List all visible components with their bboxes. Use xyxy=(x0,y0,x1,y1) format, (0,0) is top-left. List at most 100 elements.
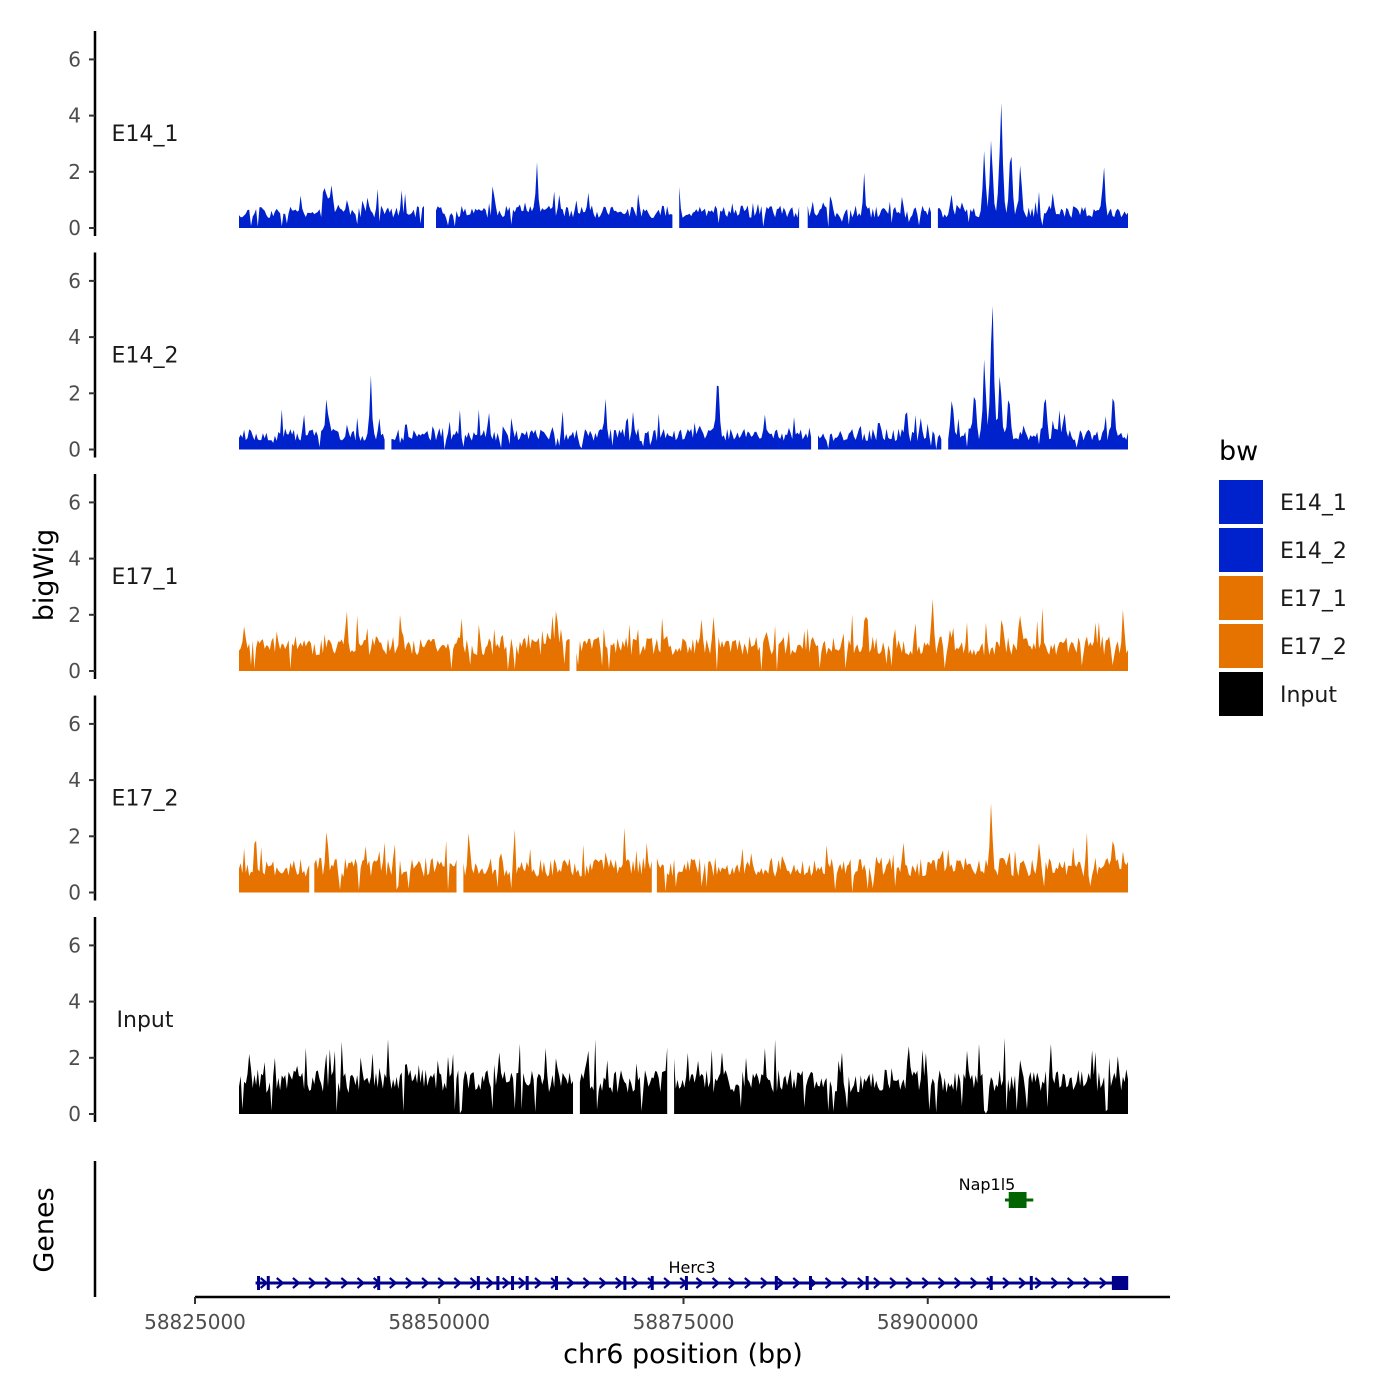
x-axis: 58825000 58850000 58875000 58900000 xyxy=(144,1295,1170,1334)
gene-label: Nap1l5 xyxy=(959,1175,1016,1194)
y-tick-label: 2 xyxy=(68,381,81,405)
signal-area xyxy=(239,598,1128,671)
strand-chevron xyxy=(292,1277,301,1289)
strand-chevron xyxy=(711,1277,721,1289)
track-label: E17_1 xyxy=(112,565,179,590)
track-label: Input xyxy=(117,1008,174,1033)
y-tick-label: 0 xyxy=(68,659,81,683)
track-e17-2: 0 2 4 6 E17_2 xyxy=(68,695,1128,905)
y-tick-label: 0 xyxy=(68,438,81,462)
strand-chevron xyxy=(760,1277,769,1289)
y-tick-label: 6 xyxy=(68,490,81,514)
strand-chevron xyxy=(921,1277,931,1289)
legend-label: E14_1 xyxy=(1280,491,1347,516)
legend-title: bw xyxy=(1219,436,1258,467)
strand-chevron xyxy=(1050,1277,1060,1289)
strand-chevron xyxy=(308,1277,317,1289)
strand-chevron xyxy=(647,1277,656,1289)
y-tick-label: 2 xyxy=(68,1046,81,1070)
strand-chevron xyxy=(937,1277,947,1289)
y-tick-label: 2 xyxy=(68,160,81,184)
strand-chevron xyxy=(598,1277,608,1289)
y-tick-label: 0 xyxy=(68,216,81,240)
strand-chevron xyxy=(840,1277,850,1289)
strand-chevron xyxy=(437,1277,446,1289)
strand-chevron xyxy=(1099,1277,1108,1289)
strand-chevron xyxy=(389,1277,398,1289)
exon xyxy=(1008,1192,1019,1208)
exon xyxy=(650,1276,654,1290)
track-e17-1: 0 2 4 6 E17_1 xyxy=(68,474,1128,683)
exon xyxy=(1016,1192,1027,1208)
y-tick-label: 4 xyxy=(68,325,81,349)
y-tick-label: 6 xyxy=(68,933,81,957)
strand-chevron xyxy=(953,1277,963,1289)
legend-label: Input xyxy=(1280,683,1337,708)
track-label: E14_2 xyxy=(112,344,179,369)
y-tick-label: 2 xyxy=(68,824,81,848)
legend: bw E14_1 E14_2 E17_1 E17_2 Input xyxy=(1219,436,1347,716)
strand-chevron xyxy=(1018,1277,1027,1289)
strand-chevron xyxy=(518,1277,527,1289)
strand-chevron xyxy=(276,1277,285,1289)
strand-chevron xyxy=(534,1277,543,1289)
signal-area xyxy=(239,1037,1128,1114)
exon xyxy=(989,1276,993,1290)
legend-label: E14_2 xyxy=(1280,539,1347,564)
strand-chevron xyxy=(776,1277,785,1289)
strand-chevron xyxy=(614,1277,624,1289)
strand-chevron xyxy=(970,1277,979,1289)
exon xyxy=(496,1276,500,1290)
x-tick-label: 58850000 xyxy=(388,1310,490,1334)
strand-chevron xyxy=(1034,1277,1044,1289)
strand-chevron xyxy=(453,1277,463,1289)
y-tick-label: 0 xyxy=(68,1102,81,1126)
strand-chevron xyxy=(857,1277,866,1289)
strand-chevron xyxy=(324,1277,333,1289)
y-tick-label: 0 xyxy=(68,881,81,905)
gene-label: Herc3 xyxy=(668,1258,715,1277)
y-tick-label: 4 xyxy=(68,768,81,792)
x-tick-label: 58875000 xyxy=(633,1310,735,1334)
x-axis-title: chr6 position (bp) xyxy=(563,1339,803,1370)
legend-swatch xyxy=(1219,624,1263,668)
exon xyxy=(525,1276,529,1290)
gene-nap1l5: Nap1l5 xyxy=(959,1175,1034,1208)
legend-swatch xyxy=(1219,672,1263,716)
strand-chevron xyxy=(905,1277,914,1289)
track-label: E14_1 xyxy=(112,122,179,147)
exon xyxy=(684,1276,688,1290)
exon xyxy=(266,1276,270,1290)
strand-chevron xyxy=(889,1277,898,1289)
y-tick-label: 6 xyxy=(68,47,81,71)
signal-area xyxy=(239,803,1128,893)
exon xyxy=(257,1276,261,1290)
exon xyxy=(1029,1276,1033,1290)
y-tick-label: 6 xyxy=(68,712,81,736)
genes-axis-title: Genes xyxy=(29,1187,60,1272)
strand-chevron xyxy=(259,1277,269,1289)
strand-chevron xyxy=(1083,1277,1092,1289)
strand-chevron xyxy=(986,1277,995,1289)
exon xyxy=(774,1276,778,1290)
strand-chevron xyxy=(1066,1277,1076,1289)
exon xyxy=(623,1276,627,1290)
signal-tracks: 0 2 4 6 E14_1 0 2 4 6 E14_2 0 2 4 6 E17_1 0 2 4 6 E17_2 0 2 4 6… xyxy=(68,31,1128,1126)
track-input: 0 2 4 6 Input xyxy=(68,917,1128,1126)
strand-chevron xyxy=(485,1277,495,1289)
strand-chevron xyxy=(663,1277,672,1289)
exon xyxy=(377,1276,381,1290)
legend-label: E17_2 xyxy=(1280,635,1347,660)
signal-area xyxy=(239,305,1128,450)
strand-chevron xyxy=(1002,1277,1011,1289)
strand-chevron xyxy=(873,1277,882,1289)
strand-chevron xyxy=(631,1277,640,1289)
y-tick-label: 4 xyxy=(68,990,81,1014)
strand-chevron xyxy=(469,1277,479,1289)
legend-swatch xyxy=(1219,480,1263,524)
exon xyxy=(809,1276,813,1290)
track-e14-1: 0 2 4 6 E14_1 xyxy=(68,31,1128,240)
legend-label: E17_1 xyxy=(1280,587,1347,612)
track-e14-2: 0 2 4 6 E14_2 xyxy=(68,252,1128,462)
strand-chevron xyxy=(405,1277,414,1289)
